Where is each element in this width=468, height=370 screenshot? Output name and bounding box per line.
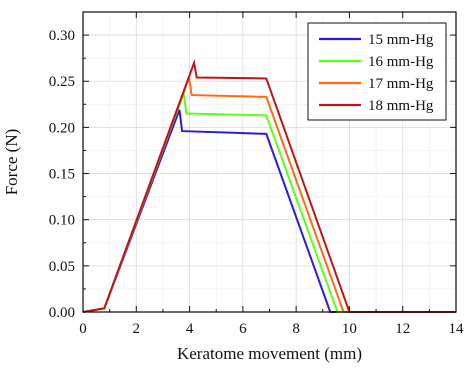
y-tick-label: 0.30 bbox=[49, 28, 75, 44]
legend-label-1: 15 mm-Hg bbox=[368, 32, 434, 48]
legend-box bbox=[307, 22, 447, 121]
legend-label-4: 18 mm-Hg bbox=[368, 98, 434, 114]
x-tick-label: 14 bbox=[449, 321, 465, 337]
x-tick-label: 6 bbox=[239, 321, 247, 337]
y-tick-label: 0.25 bbox=[49, 74, 75, 90]
legend: 15 mm-Hg 16 mm-Hg 17 mm-Hg 18 mm-Hg bbox=[307, 22, 447, 121]
x-tick-label: 12 bbox=[395, 321, 410, 337]
legend-label-2: 16 mm-Hg bbox=[368, 54, 434, 70]
axis-tick-labels: 0 2 4 6 8 10 12 14 0.00 0.05 0.10 0.15 0.20 0.25 0.30 bbox=[49, 28, 464, 337]
x-tick-label: 2 bbox=[133, 321, 141, 337]
axis-ticks bbox=[82, 11, 457, 313]
y-tick-label: 0.15 bbox=[49, 167, 75, 183]
y-tick-label: 0.20 bbox=[49, 120, 75, 136]
x-tick-label: 10 bbox=[342, 321, 357, 337]
x-axis-label: Keratome movement (mm) bbox=[177, 344, 362, 363]
y-tick-label: 0.00 bbox=[49, 305, 75, 321]
x-tick-label: 4 bbox=[186, 321, 194, 337]
y-tick-label: 0.05 bbox=[49, 259, 75, 275]
legend-label-3: 17 mm-Hg bbox=[368, 76, 434, 92]
y-tick-label: 0.10 bbox=[49, 213, 75, 229]
x-tick-label: 0 bbox=[79, 321, 87, 337]
legend-items: 15 mm-Hg 16 mm-Hg 17 mm-Hg 18 mm-Hg bbox=[319, 32, 434, 114]
x-tick-label: 8 bbox=[292, 321, 300, 337]
y-axis-label: Force (N) bbox=[2, 129, 21, 196]
